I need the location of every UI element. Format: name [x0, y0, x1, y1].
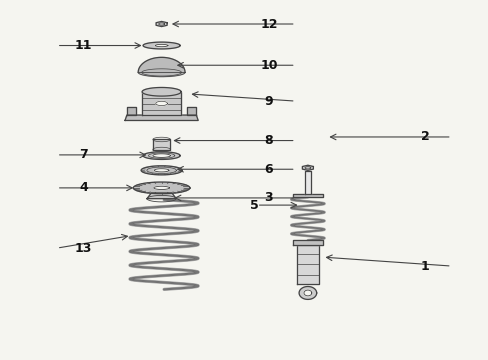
Polygon shape	[154, 169, 168, 172]
Polygon shape	[297, 244, 318, 284]
Text: 1: 1	[420, 260, 428, 273]
Text: 8: 8	[264, 134, 273, 147]
Text: 9: 9	[264, 95, 273, 108]
Polygon shape	[147, 193, 176, 199]
Text: 10: 10	[260, 59, 277, 72]
Polygon shape	[156, 101, 167, 105]
Polygon shape	[299, 287, 316, 300]
Text: 6: 6	[264, 163, 273, 176]
Polygon shape	[143, 42, 180, 49]
Polygon shape	[187, 107, 196, 115]
Polygon shape	[305, 171, 310, 194]
Text: 12: 12	[260, 18, 277, 31]
Text: 2: 2	[420, 130, 428, 144]
Polygon shape	[154, 186, 169, 189]
Polygon shape	[302, 165, 313, 170]
Polygon shape	[304, 290, 311, 296]
Polygon shape	[143, 152, 180, 159]
Text: 5: 5	[249, 199, 258, 212]
Polygon shape	[153, 139, 170, 149]
Text: 7: 7	[79, 148, 88, 161]
Polygon shape	[142, 92, 181, 115]
Polygon shape	[142, 87, 181, 96]
Polygon shape	[293, 194, 322, 197]
Polygon shape	[156, 22, 167, 27]
Polygon shape	[293, 240, 322, 244]
Polygon shape	[155, 44, 167, 47]
Polygon shape	[153, 154, 170, 157]
Polygon shape	[126, 107, 136, 115]
Polygon shape	[138, 57, 184, 77]
Text: 3: 3	[264, 192, 273, 204]
Polygon shape	[141, 166, 182, 175]
Text: 13: 13	[75, 242, 92, 255]
Polygon shape	[133, 182, 189, 194]
Text: 4: 4	[79, 181, 88, 194]
Polygon shape	[125, 115, 198, 121]
Text: 11: 11	[75, 39, 92, 52]
